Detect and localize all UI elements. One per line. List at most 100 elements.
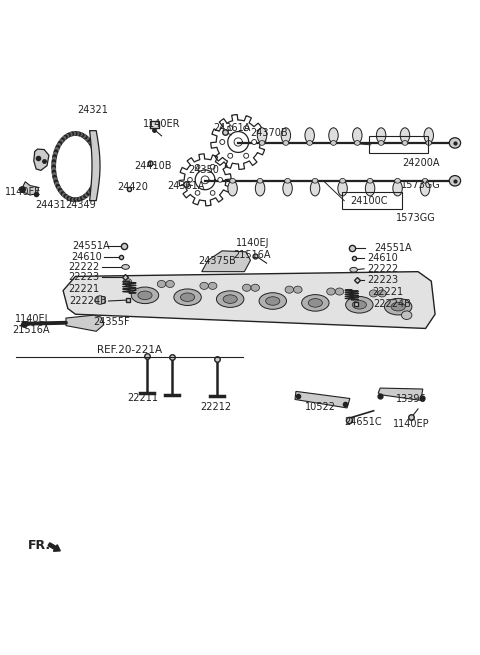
Text: 24551A: 24551A (374, 243, 412, 253)
Ellipse shape (354, 141, 360, 145)
Ellipse shape (294, 286, 302, 293)
Text: 22223: 22223 (68, 272, 99, 282)
Polygon shape (34, 149, 49, 170)
Ellipse shape (340, 178, 346, 183)
Polygon shape (378, 388, 423, 400)
Ellipse shape (393, 181, 402, 196)
Text: 24610: 24610 (72, 252, 102, 261)
Ellipse shape (384, 299, 412, 315)
Ellipse shape (449, 138, 461, 148)
Text: 24370B: 24370B (251, 128, 288, 138)
Ellipse shape (228, 126, 233, 131)
Ellipse shape (312, 178, 318, 183)
Ellipse shape (353, 128, 362, 143)
Ellipse shape (281, 128, 290, 143)
Text: 22222: 22222 (367, 264, 399, 274)
Text: 24551A: 24551A (72, 241, 110, 251)
Text: 24361A: 24361A (168, 181, 205, 191)
Polygon shape (150, 121, 159, 128)
Text: 24431: 24431 (35, 200, 66, 210)
Polygon shape (63, 272, 435, 328)
Ellipse shape (378, 141, 384, 145)
Text: 1140EJ
21516A: 1140EJ 21516A (234, 238, 271, 260)
Ellipse shape (242, 284, 251, 291)
Text: 1573GG: 1573GG (401, 179, 441, 189)
Text: 13396: 13396 (396, 394, 427, 404)
Text: FR.: FR. (28, 538, 51, 552)
Ellipse shape (228, 153, 233, 159)
Ellipse shape (259, 293, 287, 309)
Text: 1573GG: 1573GG (396, 213, 436, 223)
Ellipse shape (367, 178, 373, 183)
Ellipse shape (166, 280, 174, 288)
Ellipse shape (218, 178, 223, 182)
Ellipse shape (259, 141, 265, 145)
Text: 22221: 22221 (372, 286, 403, 297)
Ellipse shape (301, 295, 329, 311)
Ellipse shape (210, 191, 215, 195)
Ellipse shape (391, 303, 405, 311)
Text: 10522: 10522 (305, 402, 336, 412)
Polygon shape (23, 181, 38, 195)
Ellipse shape (401, 311, 412, 320)
Text: 24349: 24349 (65, 200, 96, 210)
Ellipse shape (400, 128, 409, 143)
Ellipse shape (216, 291, 244, 307)
Ellipse shape (252, 140, 257, 145)
Ellipse shape (122, 265, 130, 269)
Ellipse shape (180, 293, 195, 301)
Ellipse shape (244, 126, 249, 131)
Ellipse shape (223, 295, 237, 303)
Ellipse shape (307, 141, 312, 145)
Text: 24361A: 24361A (213, 122, 250, 133)
Ellipse shape (251, 284, 260, 291)
Ellipse shape (327, 288, 335, 295)
Text: 22211: 22211 (127, 394, 158, 403)
Ellipse shape (200, 282, 208, 290)
Polygon shape (202, 251, 251, 272)
Text: REF.20-221A: REF.20-221A (97, 345, 162, 355)
Text: 24350: 24350 (188, 165, 218, 176)
Text: 22212: 22212 (201, 402, 231, 412)
Ellipse shape (210, 164, 215, 169)
Ellipse shape (422, 178, 428, 183)
Ellipse shape (228, 181, 237, 196)
Ellipse shape (424, 128, 433, 143)
Ellipse shape (95, 296, 105, 305)
Ellipse shape (338, 181, 348, 196)
Ellipse shape (311, 181, 320, 196)
Ellipse shape (420, 181, 430, 196)
Text: 24651C: 24651C (344, 417, 382, 427)
Ellipse shape (188, 178, 192, 182)
Text: 22223: 22223 (368, 275, 398, 285)
Text: 1140FE: 1140FE (5, 187, 41, 197)
Text: 24410B: 24410B (134, 160, 172, 171)
Ellipse shape (395, 178, 400, 183)
Ellipse shape (285, 178, 290, 183)
Polygon shape (295, 392, 350, 408)
Ellipse shape (369, 290, 378, 297)
Ellipse shape (131, 287, 159, 304)
Ellipse shape (426, 141, 432, 145)
Ellipse shape (283, 181, 292, 196)
Ellipse shape (449, 176, 461, 186)
Text: 1140EP: 1140EP (393, 419, 430, 428)
Ellipse shape (195, 164, 200, 169)
Ellipse shape (378, 290, 386, 297)
Ellipse shape (283, 141, 288, 145)
Text: 22221: 22221 (68, 284, 99, 293)
Ellipse shape (123, 278, 132, 286)
Ellipse shape (257, 178, 263, 183)
Ellipse shape (335, 288, 344, 295)
Text: 24100C: 24100C (350, 196, 387, 206)
Ellipse shape (157, 280, 166, 288)
Ellipse shape (174, 289, 201, 305)
Text: 24200A: 24200A (402, 158, 440, 168)
Ellipse shape (208, 282, 217, 290)
Text: 22224B: 22224B (69, 296, 107, 306)
Ellipse shape (346, 297, 373, 313)
Ellipse shape (195, 191, 200, 195)
Text: 1140ER: 1140ER (143, 119, 180, 129)
Ellipse shape (255, 181, 265, 196)
Ellipse shape (305, 128, 314, 143)
